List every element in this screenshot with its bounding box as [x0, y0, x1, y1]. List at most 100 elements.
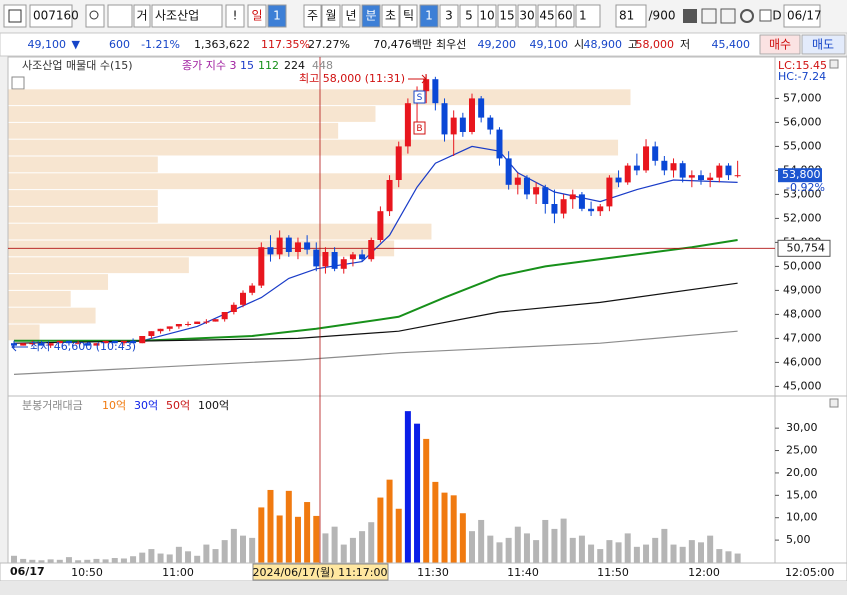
panel-button[interactable]: [829, 398, 839, 408]
volume-bar: [414, 423, 421, 563]
search-button[interactable]: [85, 4, 105, 28]
volume-bar: [47, 559, 54, 563]
volume-bar: [349, 537, 356, 563]
toolbar-button[interactable]: [361, 4, 381, 28]
y-tick-label: 10,00: [786, 511, 818, 524]
tool-icon[interactable]: [720, 8, 736, 24]
y-tick-label: 50,000: [783, 259, 822, 272]
candle-body: [542, 187, 549, 204]
toolbar-label[interactable]: /900: [649, 9, 676, 23]
toolbar-button[interactable]: [381, 4, 400, 28]
toolbar-button[interactable]: [247, 4, 267, 28]
toolbar-label[interactable]: !: [233, 9, 238, 23]
toolbar-label[interactable]: 3: [445, 9, 453, 23]
toolbar-label[interactable]: 5: [465, 9, 473, 23]
toolbar-label[interactable]: 1: [425, 9, 433, 23]
scrollbar[interactable]: [0, 581, 847, 595]
toolbar-button[interactable]: [341, 4, 361, 28]
checkbox[interactable]: [759, 9, 772, 22]
toolbar-label[interactable]: 60: [557, 9, 572, 23]
volume-bar: [716, 549, 723, 563]
toolbar-label[interactable]: 틱: [403, 9, 414, 23]
buy-button[interactable]: [759, 34, 801, 55]
candle-body: [496, 129, 503, 159]
toolbar-button[interactable]: [555, 4, 575, 28]
toolbar-label[interactable]: 초: [385, 9, 396, 23]
volume-bar: [221, 540, 228, 563]
settings-icon[interactable]: [740, 9, 754, 23]
toolbar-button[interactable]: [151, 4, 223, 28]
toolbar-button[interactable]: [477, 4, 497, 28]
menu-icon[interactable]: [3, 4, 27, 28]
toolbar-label[interactable]: 10: [479, 9, 494, 23]
toolbar-button[interactable]: [225, 4, 245, 28]
toolbar-label[interactable]: 주: [307, 9, 318, 23]
toolbar-button[interactable]: [497, 4, 517, 28]
toolbar-button[interactable]: [29, 4, 73, 28]
x-tick-label: 11:50: [597, 566, 629, 579]
sell-button[interactable]: [801, 34, 846, 55]
toolbar-button[interactable]: [575, 4, 601, 28]
buy-label[interactable]: 매수: [769, 38, 791, 52]
volume-profile-bar: [8, 206, 158, 223]
candle-body: [725, 165, 732, 176]
toolbar-button[interactable]: [321, 4, 341, 28]
toolbar-label[interactable]: 06/17: [787, 9, 822, 23]
volume-bar: [313, 515, 320, 563]
toolbar-button[interactable]: [783, 4, 821, 28]
crosshair-time-box: [252, 563, 389, 581]
tool-icon[interactable]: [701, 8, 717, 24]
toolbar-button[interactable]: [419, 4, 439, 28]
candle-body: [432, 79, 439, 104]
y-tick-label: 20,00: [786, 466, 818, 479]
sell-signal-text: S: [417, 93, 423, 103]
min-arrow: [11, 342, 28, 352]
toolbar-label[interactable]: 81: [619, 9, 634, 23]
toolbar-label[interactable]: D: [772, 9, 781, 23]
toolbar-label[interactable]: 년: [345, 9, 356, 23]
toolbar-button[interactable]: [133, 4, 151, 28]
candle-body: [633, 165, 640, 171]
tool-icon[interactable]: [683, 9, 697, 23]
x-tick-label: 10:50: [71, 566, 103, 579]
toolbar-label[interactable]: 30: [519, 9, 534, 23]
toolbar-label[interactable]: 일: [251, 9, 262, 23]
toolbar-label[interactable]: 007160: [33, 9, 79, 23]
candle-body: [294, 242, 301, 252]
toolbar-button[interactable]: [517, 4, 537, 28]
y-tick-label: 57,000: [783, 91, 822, 104]
sell-label[interactable]: 매도: [812, 38, 834, 52]
sound-button[interactable]: [107, 4, 133, 28]
info-turnover: 27.27%: [308, 38, 350, 51]
toolbar-button[interactable]: [303, 4, 322, 28]
toolbar-label[interactable]: 거: [136, 9, 147, 23]
toolbar-label[interactable]: 사조산업: [155, 9, 199, 23]
toolbar-label[interactable]: 45: [539, 9, 554, 23]
volume-bar: [450, 495, 457, 563]
volume-bar: [75, 560, 82, 563]
info-ask: 49,200: [478, 38, 517, 51]
toolbar-button[interactable]: [399, 4, 418, 28]
panel-button[interactable]: [829, 59, 839, 69]
y-tick-label: 15,00: [786, 488, 818, 501]
volume-bar: [340, 544, 347, 563]
volume-profile-bar: [8, 156, 158, 173]
volume-bar: [322, 533, 329, 563]
grid-icon[interactable]: [11, 76, 25, 90]
toolbar-label[interactable]: 월: [325, 9, 336, 23]
info-high: 58,000: [636, 38, 675, 51]
toolbar-button[interactable]: [267, 4, 287, 28]
moving-average: [14, 239, 738, 342]
toolbar-button[interactable]: [439, 4, 459, 28]
toolbar-button[interactable]: [615, 4, 647, 28]
toolbar-label[interactable]: 15: [499, 9, 514, 23]
candle-body: [716, 165, 723, 178]
candle-body: [249, 285, 256, 293]
toolbar-label[interactable]: 1: [579, 9, 587, 23]
end-time: 12:05:00: [785, 566, 834, 579]
volume-bar: [606, 540, 613, 563]
y-tick-label: 49,000: [783, 283, 822, 296]
candle-body: [194, 321, 201, 324]
toolbar-label[interactable]: 1: [273, 9, 281, 23]
toolbar-label[interactable]: 분: [365, 9, 376, 23]
